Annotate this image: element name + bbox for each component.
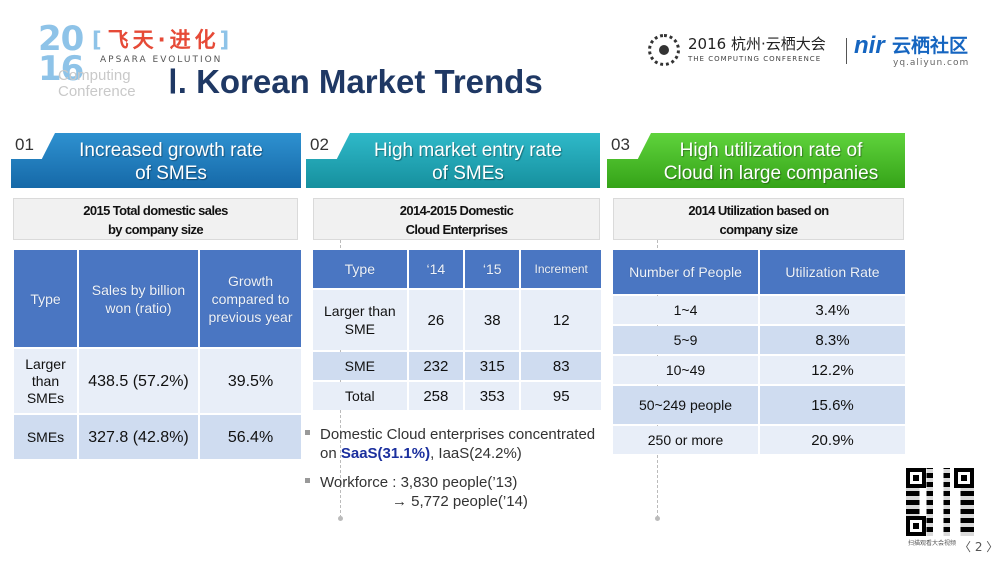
table-cell: SMEs — [14, 415, 77, 459]
event-en-title: APSARA EVOLUTION — [100, 55, 223, 65]
bullet-notes: Domestic Cloud enterprises concentrated … — [303, 425, 613, 521]
table-cell: 8.3% — [760, 326, 905, 354]
table-cell: 10~49 — [613, 356, 758, 384]
table-cell: 50~249 people — [613, 386, 758, 424]
table-row: SME 232 315 83 — [313, 352, 601, 380]
section-title: High market entry rate of SMEs — [374, 140, 562, 184]
table-cell: 1~4 — [613, 296, 758, 324]
header-cell: Type — [14, 250, 77, 347]
table-cell: 12 — [521, 290, 601, 350]
table-row: 50~249 people 15.6% — [613, 386, 905, 424]
conference-logo-icon — [648, 34, 680, 66]
section-banner-1: 01 Increased growth rate of SMEs — [11, 133, 301, 188]
table-row: Larger than SME 26 38 12 — [313, 290, 601, 350]
table-cell: 327.8 (42.8%) — [79, 415, 198, 459]
table-caption-3: 2014 Utilization based on company size — [613, 198, 904, 240]
header-cell: Number of People — [613, 250, 758, 294]
event-year: 20 16 — [38, 19, 84, 89]
page-title: Ⅰ. Korean Market Trends — [168, 63, 543, 100]
table-cell: 315 — [465, 352, 520, 380]
cloud-enterprises-table: Type ‘14 ‘15 Increment Larger than SME 2… — [311, 248, 603, 412]
bullet-marker — [305, 478, 310, 483]
table-cell: 12.2% — [760, 356, 905, 384]
bullet-marker — [305, 430, 310, 435]
table-cell: 83 — [521, 352, 601, 380]
table-cell: 20.9% — [760, 426, 905, 454]
table-row: Total 258 353 95 — [313, 382, 601, 410]
table-row: SMEs 327.8 (42.8%) 56.4% — [14, 415, 301, 459]
table-cell: 258 — [408, 382, 464, 410]
highlight-saas: SaaS(31.1%) — [340, 445, 431, 462]
bullet-item: Workforce : 3,830 people(’13) → 5,772 pe… — [303, 473, 613, 511]
table-header-row: Number of People Utilization Rate — [613, 250, 905, 294]
conference-cn-name: 2016 杭州·云栖大会 — [688, 35, 826, 53]
table-row: Larger than SMEs 438.5 (57.2%) 39.5% — [14, 349, 301, 413]
community-logo-mark: nir — [854, 32, 885, 59]
table-cell: 26 — [408, 290, 464, 350]
table-caption-2: 2014-2015 Domestic Cloud Enterprises — [313, 198, 600, 240]
header-cell: ‘14 — [408, 250, 464, 288]
conference-logos: 2016 杭州·云栖大会 THE COMPUTING CONFERENCE ni… — [648, 32, 993, 72]
header-cell: ‘15 — [465, 250, 520, 288]
table-row: 1~4 3.4% — [613, 296, 905, 324]
section-banner-2: 02 High market entry rate of SMEs — [306, 133, 600, 188]
table-caption-1: 2015 Total domestic sales by company siz… — [13, 198, 298, 240]
event-cn-title: 飞天·进化 — [92, 28, 233, 52]
conference-en-name: THE COMPUTING CONFERENCE — [688, 55, 822, 63]
header-cell: Sales by billion won (ratio) — [79, 250, 198, 347]
table-cell: Total — [313, 382, 407, 410]
event-subtitle: Computing Conference — [58, 67, 136, 100]
table-cell: 438.5 (57.2%) — [79, 349, 198, 413]
section-title: Increased growth rate of SMEs — [79, 140, 263, 184]
table-header-row: Type Sales by billion won (ratio) Growth… — [14, 250, 301, 347]
utilization-by-company-size-table: Number of People Utilization Rate 1~4 3.… — [611, 248, 907, 456]
table-cell: 95 — [521, 382, 601, 410]
apsara-event-logo: 20 16 飞天·进化 APSARA EVOLUTION Computing C… — [38, 19, 248, 100]
section-number: 03 — [611, 135, 630, 154]
table-cell: 250 or more — [613, 426, 758, 454]
table-cell: 15.6% — [760, 386, 905, 424]
header-cell: Growth compared to previous year — [200, 250, 301, 347]
table-cell: 38 — [465, 290, 520, 350]
section-number: 02 — [310, 135, 329, 154]
bullet-item: Domestic Cloud enterprises concentrated … — [303, 425, 613, 463]
community-logo-name: 云栖社区 — [892, 35, 969, 57]
header-cell: Utilization Rate — [760, 250, 905, 294]
header-cell: Increment — [521, 250, 601, 288]
table-cell: Larger than SMEs — [14, 349, 77, 413]
table-header-row: Type ‘14 ‘15 Increment — [313, 250, 601, 288]
table-row: 10~49 12.2% — [613, 356, 905, 384]
community-logo-url: yq.aliyun.com — [893, 58, 970, 68]
section-number: 01 — [15, 135, 34, 154]
table-cell: 5~9 — [613, 326, 758, 354]
logo-divider — [846, 38, 847, 64]
qr-code-icon — [906, 468, 974, 536]
page-number: 〈 2 〉 — [959, 540, 999, 554]
table-cell: SME — [313, 352, 407, 380]
table-cell: Larger than SME — [313, 290, 407, 350]
table-cell: 353 — [465, 382, 520, 410]
section-banner-3: 03 High utilization rate of Cloud in lar… — [607, 133, 905, 188]
sales-by-company-size-table: Type Sales by billion won (ratio) Growth… — [12, 248, 303, 461]
table-cell: 3.4% — [760, 296, 905, 324]
table-cell: 232 — [408, 352, 464, 380]
table-cell: 39.5% — [200, 349, 301, 413]
table-row: 250 or more 20.9% — [613, 426, 905, 454]
header-cell: Type — [313, 250, 407, 288]
qr-caption: 扫描观看大会视频 — [908, 540, 957, 547]
table-row: 5~9 8.3% — [613, 326, 905, 354]
table-cell: 56.4% — [200, 415, 301, 459]
section-title: High utilization rate of Cloud in large … — [663, 140, 879, 184]
